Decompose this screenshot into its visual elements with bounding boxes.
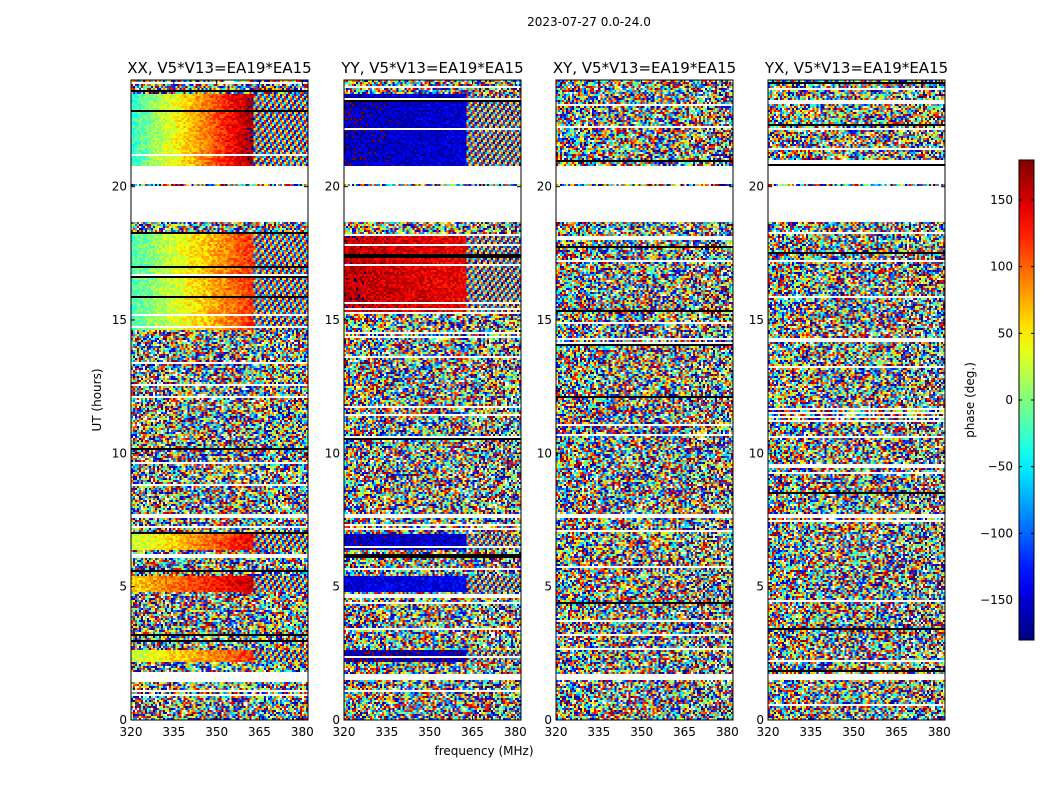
x-tick-label: 365: [248, 725, 271, 739]
panel-title: YX, V5*V13=EA19*EA15: [764, 59, 948, 77]
x-axis-label: frequency (MHz): [434, 744, 533, 758]
y-tick-label: 5: [119, 580, 127, 594]
x-tick-label: 335: [799, 725, 822, 739]
x-tick-label: 335: [162, 725, 185, 739]
x-tick-label: 350: [418, 725, 441, 739]
colorbar-tick-label: −50: [988, 460, 1013, 474]
panel-1: XX, V5*V13=EA19*EA15 320 335 350 365 380 0 5 10 1…: [112, 59, 314, 739]
x-tick-label: 320: [120, 725, 143, 739]
y-tick-label: 0: [119, 713, 127, 727]
y-tick-label: 0: [332, 713, 340, 727]
colorbar-tick-label: 0: [1005, 393, 1013, 407]
y-tick-label: 10: [112, 446, 127, 460]
y-tick-label: 10: [537, 446, 552, 460]
colorbar-tick-label: −150: [980, 593, 1013, 607]
y-tick-label: 10: [749, 446, 764, 460]
x-tick-label: 380: [928, 725, 951, 739]
heatmap-image-1: [131, 80, 308, 720]
panel-2: YY, V5*V13=EA19*EA15 320 335 350 365 380 0 5 10 1…: [325, 59, 527, 739]
colorbar-tick-label: −100: [980, 526, 1013, 540]
x-tick-label: 320: [545, 725, 568, 739]
x-tick-label: 365: [461, 725, 484, 739]
panel-frame: [130, 79, 309, 721]
x-tick-label: 335: [375, 725, 398, 739]
x-tick-label: 350: [205, 725, 228, 739]
y-tick-label: 20: [112, 180, 127, 194]
y-tick-label: 0: [756, 713, 764, 727]
y-tick-label: 20: [537, 180, 552, 194]
x-tick-label: 350: [630, 725, 653, 739]
y-tick-label: 15: [749, 313, 764, 327]
y-tick-label: 10: [325, 446, 340, 460]
y-tick-label: 15: [112, 313, 127, 327]
x-tick-label: 320: [757, 725, 780, 739]
panel-4: YX, V5*V13=EA19*EA15 320 335 350 365 380 0 5 10 1…: [749, 59, 951, 739]
y-tick-label: 20: [749, 180, 764, 194]
panel-title: YY, V5*V13=EA19*EA15: [340, 59, 523, 77]
x-tick-label: 335: [587, 725, 610, 739]
heatmap-image-3: [556, 80, 733, 720]
y-tick-label: 5: [332, 580, 340, 594]
heatmap-image-2: [344, 80, 521, 720]
x-tick-label: 320: [333, 725, 356, 739]
x-tick-label: 380: [716, 725, 739, 739]
panel-3: XY, V5*V13=EA19*EA15 320 335 350 365 380 0 5 10 1…: [537, 59, 739, 739]
y-tick-label: 5: [756, 580, 764, 594]
x-tick-label: 380: [504, 725, 527, 739]
panel-title: XY, V5*V13=EA19*EA15: [553, 59, 736, 77]
y-axis-label: UT (hours): [90, 368, 104, 431]
colorbar-label: phase (deg.): [963, 362, 977, 438]
colorbar-tick-label: 150: [990, 193, 1013, 207]
colorbar-tick-label: 50: [998, 326, 1013, 340]
heatmap-image-4: [768, 80, 945, 720]
y-tick-label: 0: [544, 713, 552, 727]
figure-suptitle: 2023-07-27 0.0-24.0: [527, 15, 651, 29]
y-tick-label: 5: [544, 580, 552, 594]
panel-title: XX, V5*V13=EA19*EA15: [127, 59, 311, 77]
panels-group: XX, V5*V13=EA19*EA15 320 335 350 365 380 0 5 10 1…: [112, 59, 951, 739]
panel-frame: [555, 79, 734, 721]
x-tick-label: 350: [842, 725, 865, 739]
y-tick-label: 15: [325, 313, 340, 327]
colorbar-tick-label: 100: [990, 260, 1013, 274]
y-tick-label: 15: [537, 313, 552, 327]
x-tick-label: 380: [291, 725, 314, 739]
colorbar: −150 −100 −50 0 50 100 150: [980, 159, 1035, 641]
x-tick-label: 365: [673, 725, 696, 739]
panel-frame: [343, 79, 522, 721]
y-tick-label: 20: [325, 180, 340, 194]
panel-frame: [767, 79, 946, 721]
x-tick-label: 365: [885, 725, 908, 739]
